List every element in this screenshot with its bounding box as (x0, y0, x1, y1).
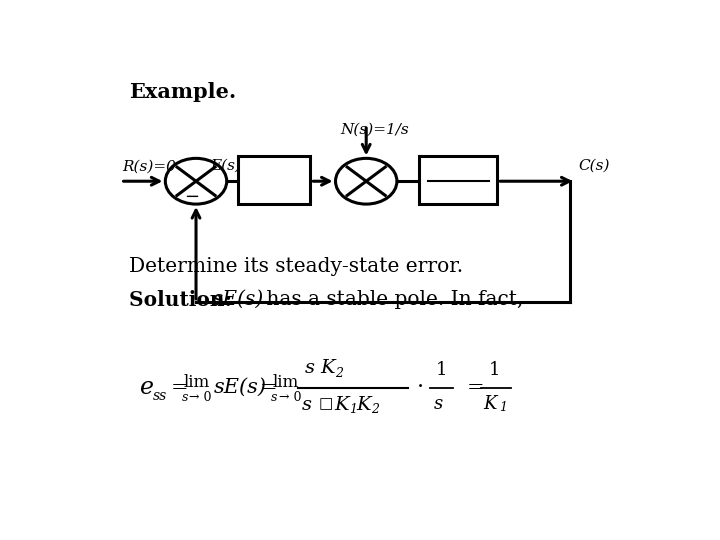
Text: =: = (467, 377, 485, 396)
Text: 1: 1 (349, 403, 357, 416)
Text: E(s): E(s) (210, 159, 241, 173)
Text: □: □ (319, 397, 333, 411)
Text: C(s): C(s) (578, 159, 610, 173)
Text: K: K (483, 395, 497, 413)
Text: 1: 1 (436, 361, 447, 380)
Text: ss: ss (153, 389, 167, 403)
Text: K: K (450, 165, 465, 183)
Text: Solution:: Solution: (129, 290, 239, 310)
Text: =: = (260, 377, 278, 396)
Text: K: K (320, 359, 335, 377)
Text: ·: · (416, 376, 423, 398)
Text: 1: 1 (489, 361, 500, 380)
Text: 1: 1 (499, 401, 507, 414)
Text: lim: lim (273, 374, 300, 390)
Text: sE(s): sE(s) (213, 290, 264, 309)
Text: 2: 2 (462, 174, 472, 188)
Text: =: = (171, 377, 189, 396)
Text: 2: 2 (336, 367, 343, 380)
Text: K: K (356, 395, 372, 414)
Text: K: K (334, 395, 349, 414)
Text: K: K (266, 171, 281, 190)
Text: → 0: → 0 (189, 391, 212, 404)
Text: lim: lim (184, 374, 210, 390)
Text: R(s)=0: R(s)=0 (122, 160, 176, 174)
Text: 2: 2 (372, 403, 379, 416)
Text: has a stable pole. In fact,: has a stable pole. In fact, (260, 290, 523, 309)
Bar (238, 156, 310, 204)
Text: → 0: → 0 (279, 391, 301, 404)
Bar (419, 156, 498, 204)
Text: Determine its steady-state error.: Determine its steady-state error. (129, 257, 463, 276)
Text: s: s (182, 391, 189, 404)
Text: Example.: Example. (129, 82, 236, 102)
Text: s: s (457, 184, 467, 201)
Text: s: s (434, 395, 444, 413)
Text: e: e (140, 375, 154, 399)
Text: sE(s): sE(s) (214, 377, 267, 396)
Text: −: − (184, 188, 199, 206)
Text: s: s (302, 395, 312, 414)
Text: s: s (271, 391, 278, 404)
Text: N(s)=1/s: N(s)=1/s (340, 122, 409, 136)
Text: 1: 1 (279, 181, 287, 195)
Text: s: s (305, 359, 315, 377)
